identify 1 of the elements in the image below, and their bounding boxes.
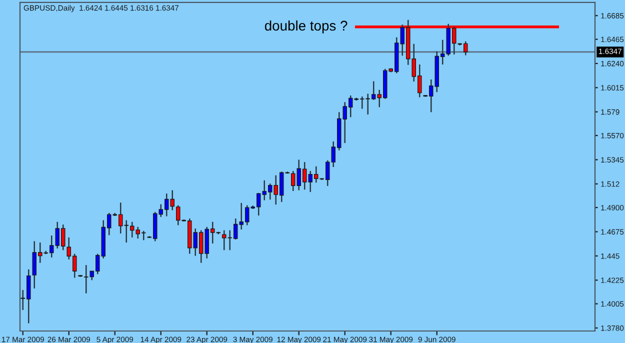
annotation: double tops ?	[264, 20, 348, 34]
